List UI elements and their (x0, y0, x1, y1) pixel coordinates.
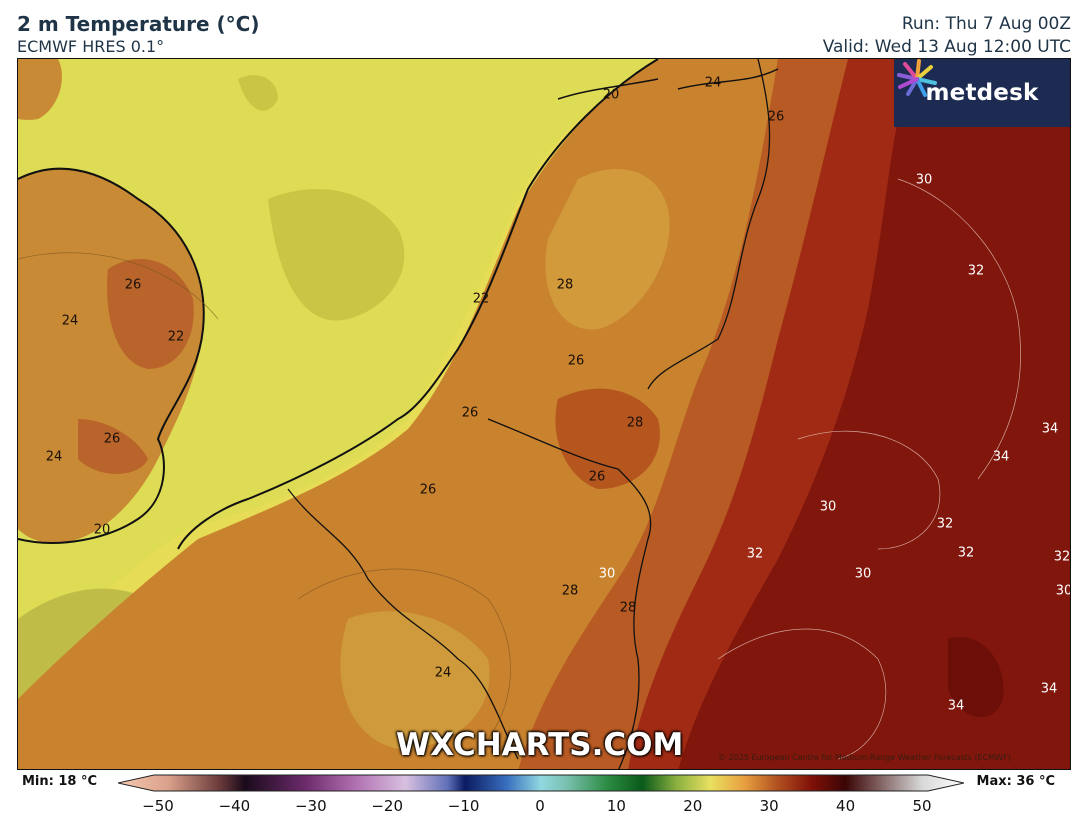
colorbar-tick-label: 50 (912, 797, 932, 815)
contour-label: 30 (915, 172, 933, 188)
contour-label: 28 (561, 583, 579, 599)
contour-label: 26 (461, 405, 479, 421)
contour-label: 32 (936, 516, 954, 532)
model-label: ECMWF HRES 0.1° (17, 37, 165, 56)
contour-label: 32 (1053, 549, 1071, 565)
colorbar-tick-label: −20 (371, 797, 404, 815)
contour-label: 30 (598, 566, 616, 582)
contour-label: 32 (957, 545, 975, 561)
contour-label: 26 (103, 431, 121, 447)
copyright-notice: © 2025 European Centre for Medium-Range … (718, 753, 1011, 762)
colorbar-tick-label: 20 (683, 797, 703, 815)
valid-time: Valid: Wed 13 Aug 12:00 UTC (822, 37, 1071, 57)
colorbar (118, 774, 964, 792)
contour-label: 22 (167, 329, 185, 345)
contour-label: 26 (567, 353, 585, 369)
colorbar-tick-label: 40 (836, 797, 856, 815)
contour-label: 28 (619, 600, 637, 616)
watermark: WXCHARTS.COM (396, 727, 684, 763)
temperature-map[interactable]: 20 24 26 26 22 24 22 28 26 26 28 24 26 2… (17, 58, 1071, 770)
metdesk-logo[interactable]: metdesk (894, 59, 1070, 127)
colorbar-tick-label: 10 (606, 797, 626, 815)
contour-label: 24 (61, 313, 79, 329)
contour-label: 34 (992, 449, 1010, 465)
map-field (18, 59, 1070, 769)
contour-label: 32 (967, 263, 985, 279)
contour-label: 26 (124, 277, 142, 293)
colorbar-tick-label: −40 (218, 797, 251, 815)
contour-label: 28 (556, 277, 574, 293)
logo-text: metdesk (925, 80, 1039, 106)
contour-label: 26 (767, 109, 785, 125)
colorbar-min-label: Min: 18 °C (22, 774, 98, 789)
contour-label: 24 (434, 665, 452, 681)
contour-label: 30 (854, 566, 872, 582)
contour-label: 20 (602, 87, 620, 103)
contour-label: 28 (626, 415, 644, 431)
contour-label: 24 (704, 75, 722, 91)
colorbar-tick-label: −30 (294, 797, 327, 815)
run-time: Run: Thu 7 Aug 00Z (901, 14, 1071, 34)
contour-label: 24 (45, 449, 63, 465)
contour-label: 34 (1040, 681, 1058, 697)
contour-label: 30 (1055, 583, 1071, 599)
colorbar-max-label: Max: 36 °C (976, 774, 1055, 789)
colorbar-tick-label: 30 (759, 797, 779, 815)
colorbar-tick-label: −50 (142, 797, 174, 815)
chart-title: 2 m Temperature (°C) (17, 12, 260, 36)
contour-label: 26 (588, 469, 606, 485)
contour-label: 22 (472, 291, 490, 307)
contour-label: 26 (419, 482, 437, 498)
contour-label: 32 (746, 546, 764, 562)
contour-label: 30 (819, 499, 837, 515)
colorbar-tick-label: −10 (447, 797, 480, 815)
contour-label: 34 (1041, 421, 1059, 437)
metdesk-burst-icon (897, 59, 937, 97)
colorbar-tick-label: 0 (535, 797, 545, 815)
contour-label: 20 (93, 522, 111, 538)
contour-label: 34 (947, 698, 965, 714)
